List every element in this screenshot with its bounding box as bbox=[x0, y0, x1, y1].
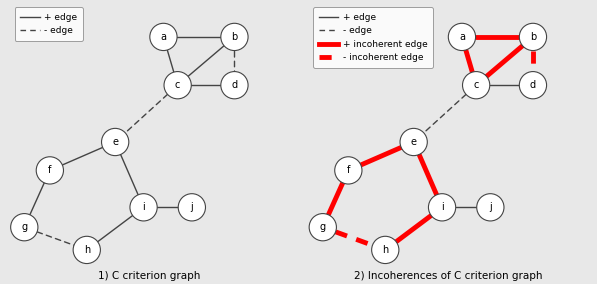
Circle shape bbox=[73, 236, 100, 264]
Circle shape bbox=[150, 23, 177, 51]
Text: j: j bbox=[190, 202, 193, 212]
Circle shape bbox=[11, 214, 38, 241]
Legend: + edge, - edge, + incoherent edge, - incoherent edge: + edge, - edge, + incoherent edge, - inc… bbox=[313, 7, 433, 68]
Text: d: d bbox=[232, 80, 238, 90]
Text: 2) Incoherences of C criterion graph: 2) Incoherences of C criterion graph bbox=[353, 271, 542, 281]
Circle shape bbox=[448, 23, 476, 51]
Text: g: g bbox=[21, 222, 27, 232]
Text: c: c bbox=[473, 80, 479, 90]
Text: i: i bbox=[142, 202, 145, 212]
Text: e: e bbox=[411, 137, 417, 147]
Text: h: h bbox=[84, 245, 90, 255]
Text: b: b bbox=[530, 32, 536, 42]
Text: d: d bbox=[530, 80, 536, 90]
Text: e: e bbox=[112, 137, 118, 147]
Circle shape bbox=[400, 128, 427, 156]
Circle shape bbox=[221, 23, 248, 51]
Circle shape bbox=[221, 72, 248, 99]
Text: a: a bbox=[161, 32, 167, 42]
Text: 1) C criterion graph: 1) C criterion graph bbox=[98, 271, 201, 281]
Legend: + edge, - edge: + edge, - edge bbox=[14, 7, 83, 41]
Text: h: h bbox=[382, 245, 389, 255]
Text: g: g bbox=[320, 222, 326, 232]
Circle shape bbox=[519, 72, 547, 99]
Circle shape bbox=[372, 236, 399, 264]
Text: i: i bbox=[441, 202, 444, 212]
Circle shape bbox=[309, 214, 337, 241]
Circle shape bbox=[101, 128, 129, 156]
Circle shape bbox=[164, 72, 191, 99]
Circle shape bbox=[36, 157, 63, 184]
Circle shape bbox=[429, 194, 456, 221]
Circle shape bbox=[463, 72, 490, 99]
Circle shape bbox=[335, 157, 362, 184]
Circle shape bbox=[179, 194, 205, 221]
Text: c: c bbox=[175, 80, 180, 90]
Circle shape bbox=[519, 23, 547, 51]
Text: f: f bbox=[48, 165, 51, 176]
Text: f: f bbox=[347, 165, 350, 176]
Text: a: a bbox=[459, 32, 465, 42]
Circle shape bbox=[130, 194, 157, 221]
Text: b: b bbox=[231, 32, 238, 42]
Text: j: j bbox=[489, 202, 492, 212]
Circle shape bbox=[477, 194, 504, 221]
